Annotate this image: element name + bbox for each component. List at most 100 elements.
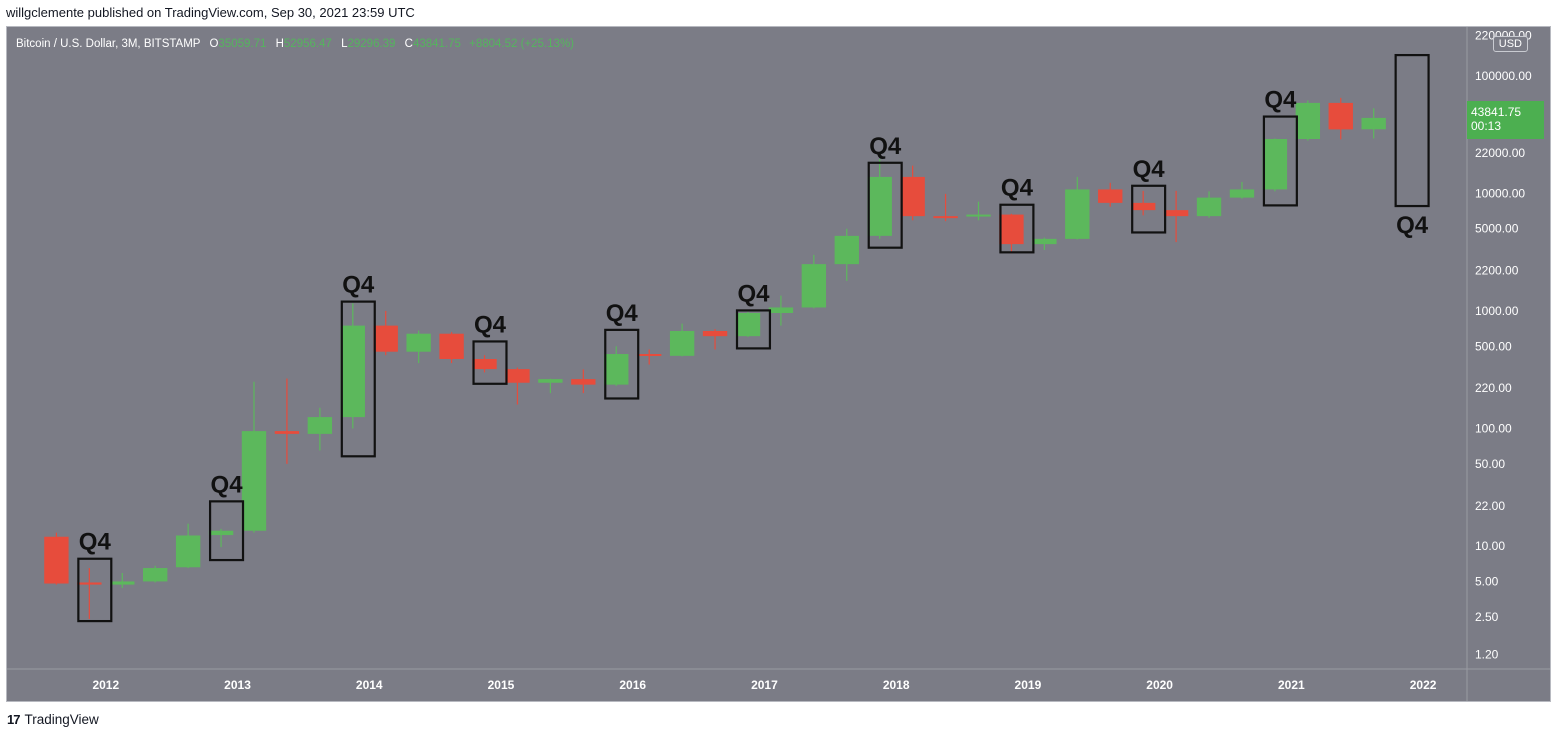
q4-label: Q4 <box>474 311 507 338</box>
candle[interactable] <box>636 349 662 365</box>
y-tick-label: 22.00 <box>1475 499 1505 513</box>
ohlc-legend: Bitcoin / U.S. Dollar, 3M, BITSTAMP O350… <box>16 38 574 50</box>
candle-body <box>44 536 69 584</box>
q4-box <box>1262 115 1298 207</box>
q4-box <box>208 500 245 562</box>
candle[interactable] <box>1032 237 1057 250</box>
x-tick-label: 2020 <box>1146 678 1173 692</box>
q4-label: Q4 <box>1264 87 1297 114</box>
candle[interactable] <box>77 568 102 619</box>
candle[interactable] <box>1163 190 1189 243</box>
candle[interactable] <box>439 332 464 364</box>
x-tick-label: 2012 <box>92 678 119 692</box>
candle[interactable] <box>604 346 629 386</box>
tradingview-logo-icon[interactable]: 17 <box>7 712 21 727</box>
x-tick-label: 2021 <box>1278 678 1305 692</box>
chart-panel[interactable]: Q4 Q4 Q4 Q4 Q4 Q4 Q4 Q4 Q4 Q4 Q4 220000.00100000.0… <box>6 26 1551 702</box>
candle[interactable] <box>933 193 958 222</box>
candle[interactable] <box>1065 176 1090 240</box>
candle[interactable] <box>538 378 563 394</box>
close-value: 43841.75 <box>412 38 461 50</box>
candle[interactable] <box>44 532 69 585</box>
candlestick-chart[interactable]: Q4 Q4 Q4 Q4 Q4 Q4 Q4 Q4 Q4 Q4 Q4 220000.00100000.0… <box>7 27 1550 701</box>
y-tick-label: 5000.00 <box>1475 222 1519 236</box>
candle[interactable] <box>505 367 530 405</box>
low-value: 29296.39 <box>347 38 396 50</box>
candle[interactable] <box>274 378 300 464</box>
open-key: O <box>209 38 219 50</box>
candle[interactable] <box>1196 191 1222 218</box>
candle[interactable] <box>801 254 827 309</box>
candle[interactable] <box>406 330 431 364</box>
low-key: L <box>341 38 348 50</box>
high-key: H <box>275 38 284 50</box>
candle[interactable] <box>900 165 925 221</box>
candle-body <box>110 581 135 585</box>
currency-button[interactable]: USD <box>1492 36 1528 52</box>
y-tick-label: 5.00 <box>1475 574 1499 588</box>
candle-body <box>1032 238 1057 245</box>
footer-brand[interactable]: TradingView <box>24 712 99 727</box>
q4-label: Q4 <box>342 272 375 299</box>
candle-body <box>1328 102 1353 130</box>
candle[interactable] <box>669 323 695 357</box>
candle[interactable] <box>110 572 135 588</box>
candle[interactable] <box>735 311 761 338</box>
q4-label: Q4 <box>606 300 639 327</box>
candle[interactable] <box>999 213 1024 253</box>
y-tick-label: 1.20 <box>1475 647 1499 661</box>
candle-body <box>538 379 563 383</box>
candle-body <box>1262 138 1288 190</box>
candle[interactable] <box>373 310 398 356</box>
candle-body <box>472 358 497 370</box>
y-tick-label: 500.00 <box>1475 339 1512 353</box>
x-tick-label: 2022 <box>1410 678 1437 692</box>
candle-body <box>1361 117 1386 130</box>
q4-box <box>340 300 376 458</box>
y-tick-label: 220.00 <box>1475 381 1512 395</box>
candle-body <box>1295 102 1321 139</box>
candle[interactable] <box>966 201 991 221</box>
candle-body <box>208 530 234 536</box>
candle-body <box>340 325 365 418</box>
candle[interactable] <box>1229 181 1255 199</box>
candle[interactable] <box>702 329 728 350</box>
q4-label: Q4 <box>1133 156 1166 183</box>
last-price-tag: 43841.75 00:13 <box>1467 101 1544 139</box>
candle-body <box>1229 189 1255 198</box>
candle-body <box>768 307 794 314</box>
y-tick-label: 1000.00 <box>1475 304 1519 318</box>
candle[interactable] <box>571 369 596 394</box>
q4-box <box>77 557 113 623</box>
candle[interactable] <box>175 523 201 569</box>
candle[interactable] <box>208 528 234 548</box>
candle[interactable] <box>834 228 859 281</box>
candle[interactable] <box>340 303 365 429</box>
y-tick-label: 10.00 <box>1475 539 1505 553</box>
candle-body <box>406 333 431 352</box>
candle[interactable] <box>1262 138 1288 192</box>
y-tick-label: 100.00 <box>1475 421 1512 435</box>
y-tick-label: 2.50 <box>1475 610 1499 624</box>
candle[interactable] <box>307 407 333 451</box>
candle[interactable] <box>143 565 168 583</box>
candle-body <box>1196 197 1222 217</box>
candle[interactable] <box>472 355 497 373</box>
candle[interactable] <box>1098 182 1123 207</box>
q4-box <box>867 161 903 249</box>
q4-label: Q4 <box>869 133 902 160</box>
candle[interactable] <box>768 295 794 326</box>
candle[interactable] <box>1130 190 1156 216</box>
candle[interactable] <box>241 381 267 533</box>
candle-body <box>1163 210 1189 217</box>
candle[interactable] <box>1328 97 1353 140</box>
candle-body <box>702 330 728 337</box>
x-tick-label: 2018 <box>883 678 910 692</box>
symbol-label: Bitcoin / U.S. Dollar, 3M, BITSTAMP <box>16 38 201 50</box>
candle-body <box>834 235 859 265</box>
candle[interactable] <box>1361 108 1386 139</box>
candle[interactable] <box>1295 100 1321 141</box>
candle[interactable] <box>867 158 892 239</box>
y-tick-label: 10000.00 <box>1475 186 1525 200</box>
candle-body <box>900 176 925 217</box>
